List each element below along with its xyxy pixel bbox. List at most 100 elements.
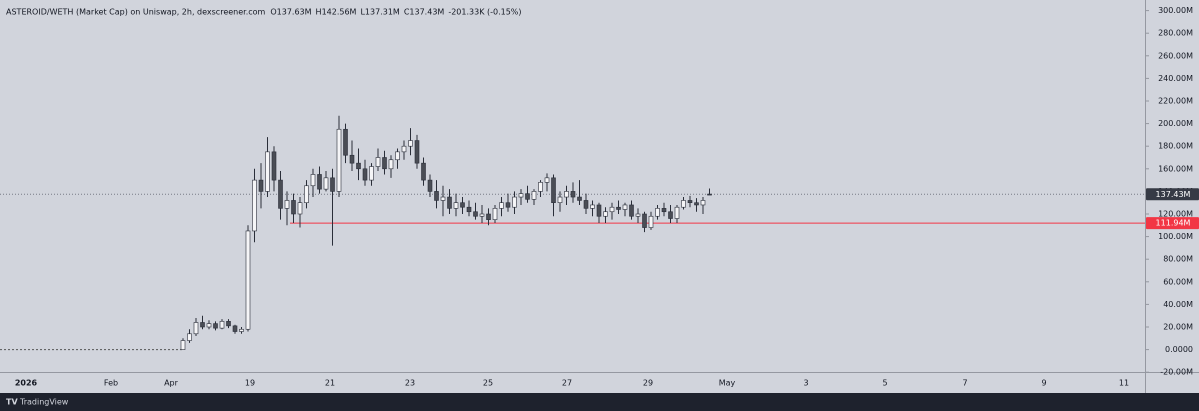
candle-body bbox=[570, 191, 576, 198]
footer-logo: TV bbox=[6, 398, 18, 407]
candle-body bbox=[473, 211, 478, 217]
candle-body bbox=[414, 140, 420, 164]
x-tick-label: 7 bbox=[962, 379, 967, 388]
candle-body bbox=[453, 202, 459, 209]
candle-body bbox=[323, 177, 329, 190]
candle-body bbox=[291, 200, 296, 215]
y-tick-label: -20.00M bbox=[1160, 368, 1193, 377]
x-tick-label: 5 bbox=[882, 379, 887, 388]
candle-body bbox=[362, 168, 368, 181]
candle-body bbox=[486, 213, 491, 220]
candle-body bbox=[603, 211, 608, 217]
price-label: 137.43M bbox=[1156, 190, 1191, 199]
y-tick-label: 60.00M bbox=[1163, 277, 1193, 286]
candle-body bbox=[356, 162, 361, 170]
candle-body bbox=[505, 202, 511, 208]
ohlc-value: H142.56M bbox=[316, 8, 357, 17]
candle-body bbox=[681, 200, 686, 208]
candle-body bbox=[278, 179, 283, 209]
y-tick-label: 280.00M bbox=[1158, 29, 1193, 38]
candle-body bbox=[557, 196, 563, 204]
candle-body bbox=[317, 174, 322, 190]
candle-body bbox=[271, 151, 277, 181]
candle-body bbox=[187, 333, 192, 341]
candle-body bbox=[265, 151, 270, 192]
candle-body bbox=[687, 200, 693, 204]
candle-body bbox=[583, 200, 589, 209]
candle-body bbox=[206, 323, 212, 328]
y-tick-label: 40.00M bbox=[1163, 300, 1193, 309]
x-tick-label: 3 bbox=[803, 379, 808, 388]
candle-body bbox=[655, 208, 660, 217]
y-tick-label: 120.00M bbox=[1158, 210, 1193, 219]
candle-body bbox=[668, 211, 673, 219]
candle-body bbox=[616, 206, 621, 210]
candle-body bbox=[336, 128, 342, 192]
candle-body bbox=[239, 328, 244, 332]
y-tick-label: 200.00M bbox=[1158, 119, 1193, 128]
candle-body bbox=[564, 191, 569, 198]
candle-body bbox=[375, 157, 381, 167]
candle-body bbox=[213, 323, 218, 329]
candle-body bbox=[395, 151, 400, 161]
candle-body bbox=[518, 193, 524, 198]
y-tick-label: 80.00M bbox=[1163, 255, 1193, 264]
x-tick-label: 11 bbox=[1119, 379, 1129, 388]
ohlc-value: -201.33K (-0.15%) bbox=[448, 8, 521, 17]
y-tick-label: 300.00M bbox=[1158, 6, 1193, 15]
candle-body bbox=[512, 196, 517, 208]
candle-body bbox=[369, 166, 374, 181]
candle-body bbox=[479, 213, 485, 217]
candle-body bbox=[297, 202, 303, 215]
y-tick-label: 180.00M bbox=[1158, 142, 1193, 151]
candle-body bbox=[310, 174, 316, 187]
candle-body bbox=[440, 196, 446, 201]
x-tick-label: May bbox=[719, 379, 736, 388]
ohlc-value: C137.43M bbox=[404, 8, 445, 17]
y-tick-label: 100.00M bbox=[1158, 232, 1193, 241]
candle-body bbox=[694, 202, 699, 206]
x-tick-label: 19 bbox=[245, 379, 255, 388]
candle-body bbox=[245, 230, 251, 330]
candle-body bbox=[707, 193, 712, 196]
candle-body bbox=[674, 206, 680, 219]
candle-body bbox=[661, 208, 667, 213]
chart-title: ASTEROID/WETH (Market Cap) on Uniswap, 2… bbox=[6, 8, 266, 17]
candle-body bbox=[447, 196, 452, 209]
candle-body bbox=[427, 179, 433, 192]
candle-body bbox=[193, 322, 199, 335]
candle-body bbox=[544, 177, 550, 183]
candle-body bbox=[577, 196, 582, 201]
price-label-box bbox=[1146, 188, 1199, 201]
y-tick-label: 220.00M bbox=[1158, 97, 1193, 106]
candle-body bbox=[538, 182, 543, 192]
candle-body bbox=[642, 213, 647, 228]
candle-body bbox=[635, 213, 641, 217]
candle-body bbox=[466, 206, 472, 213]
ohlc-value: O137.63M bbox=[270, 8, 311, 17]
candle-body bbox=[648, 215, 654, 228]
candle-body bbox=[349, 154, 355, 164]
candle-body bbox=[258, 179, 264, 192]
x-tick-label: 23 bbox=[405, 379, 415, 388]
candle-body bbox=[525, 193, 530, 200]
candle-body bbox=[343, 128, 348, 156]
candle-body bbox=[434, 191, 439, 201]
x-tick-label: 27 bbox=[562, 379, 572, 388]
y-tick-label: 260.00M bbox=[1158, 51, 1193, 60]
candle-body bbox=[284, 200, 290, 209]
candle-body bbox=[388, 159, 394, 170]
x-tick-label: 9 bbox=[1041, 379, 1046, 388]
level-label: 111.94M bbox=[1156, 219, 1191, 228]
x-tick-label: Apr bbox=[164, 379, 179, 388]
candle-body bbox=[499, 202, 504, 209]
footer-bar bbox=[0, 393, 1199, 411]
candle-body bbox=[531, 191, 537, 200]
candle-body bbox=[232, 325, 238, 332]
candle-body bbox=[460, 202, 465, 208]
candle-body bbox=[590, 204, 595, 209]
footer-brand: TradingView bbox=[19, 398, 69, 407]
y-tick-label: 0.0000 bbox=[1165, 345, 1193, 354]
level-label-box bbox=[1146, 217, 1199, 230]
